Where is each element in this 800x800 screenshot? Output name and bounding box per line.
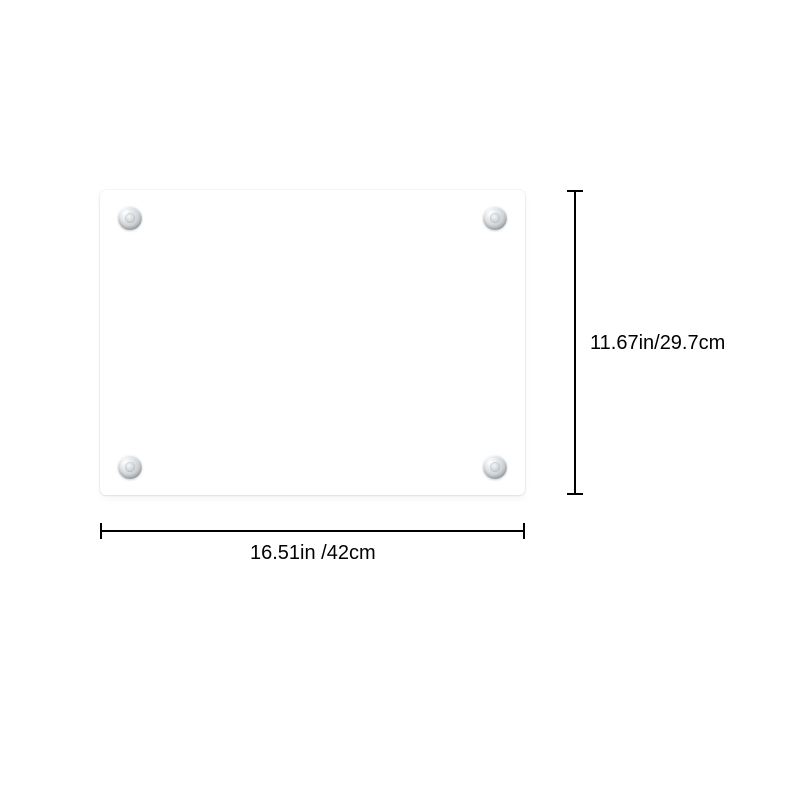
height-dimension-tick-bottom <box>567 493 583 495</box>
diagram-stage: 16.51in /42cm 11.67in/29.7cm <box>0 0 800 800</box>
width-dimension-line <box>100 530 525 532</box>
height-dimension-label: 11.67in/29.7cm <box>590 332 725 355</box>
width-dimension-label: 16.51in /42cm <box>250 542 376 565</box>
standoff-top-right <box>483 206 507 230</box>
width-dimension-tick-left <box>100 523 102 539</box>
width-dimension-tick-right <box>523 523 525 539</box>
acrylic-panel <box>100 190 525 495</box>
height-dimension-tick-top <box>567 190 583 192</box>
standoff-bottom-right <box>483 455 507 479</box>
standoff-top-left <box>118 206 142 230</box>
height-dimension-line <box>574 190 576 495</box>
standoff-bottom-left <box>118 455 142 479</box>
